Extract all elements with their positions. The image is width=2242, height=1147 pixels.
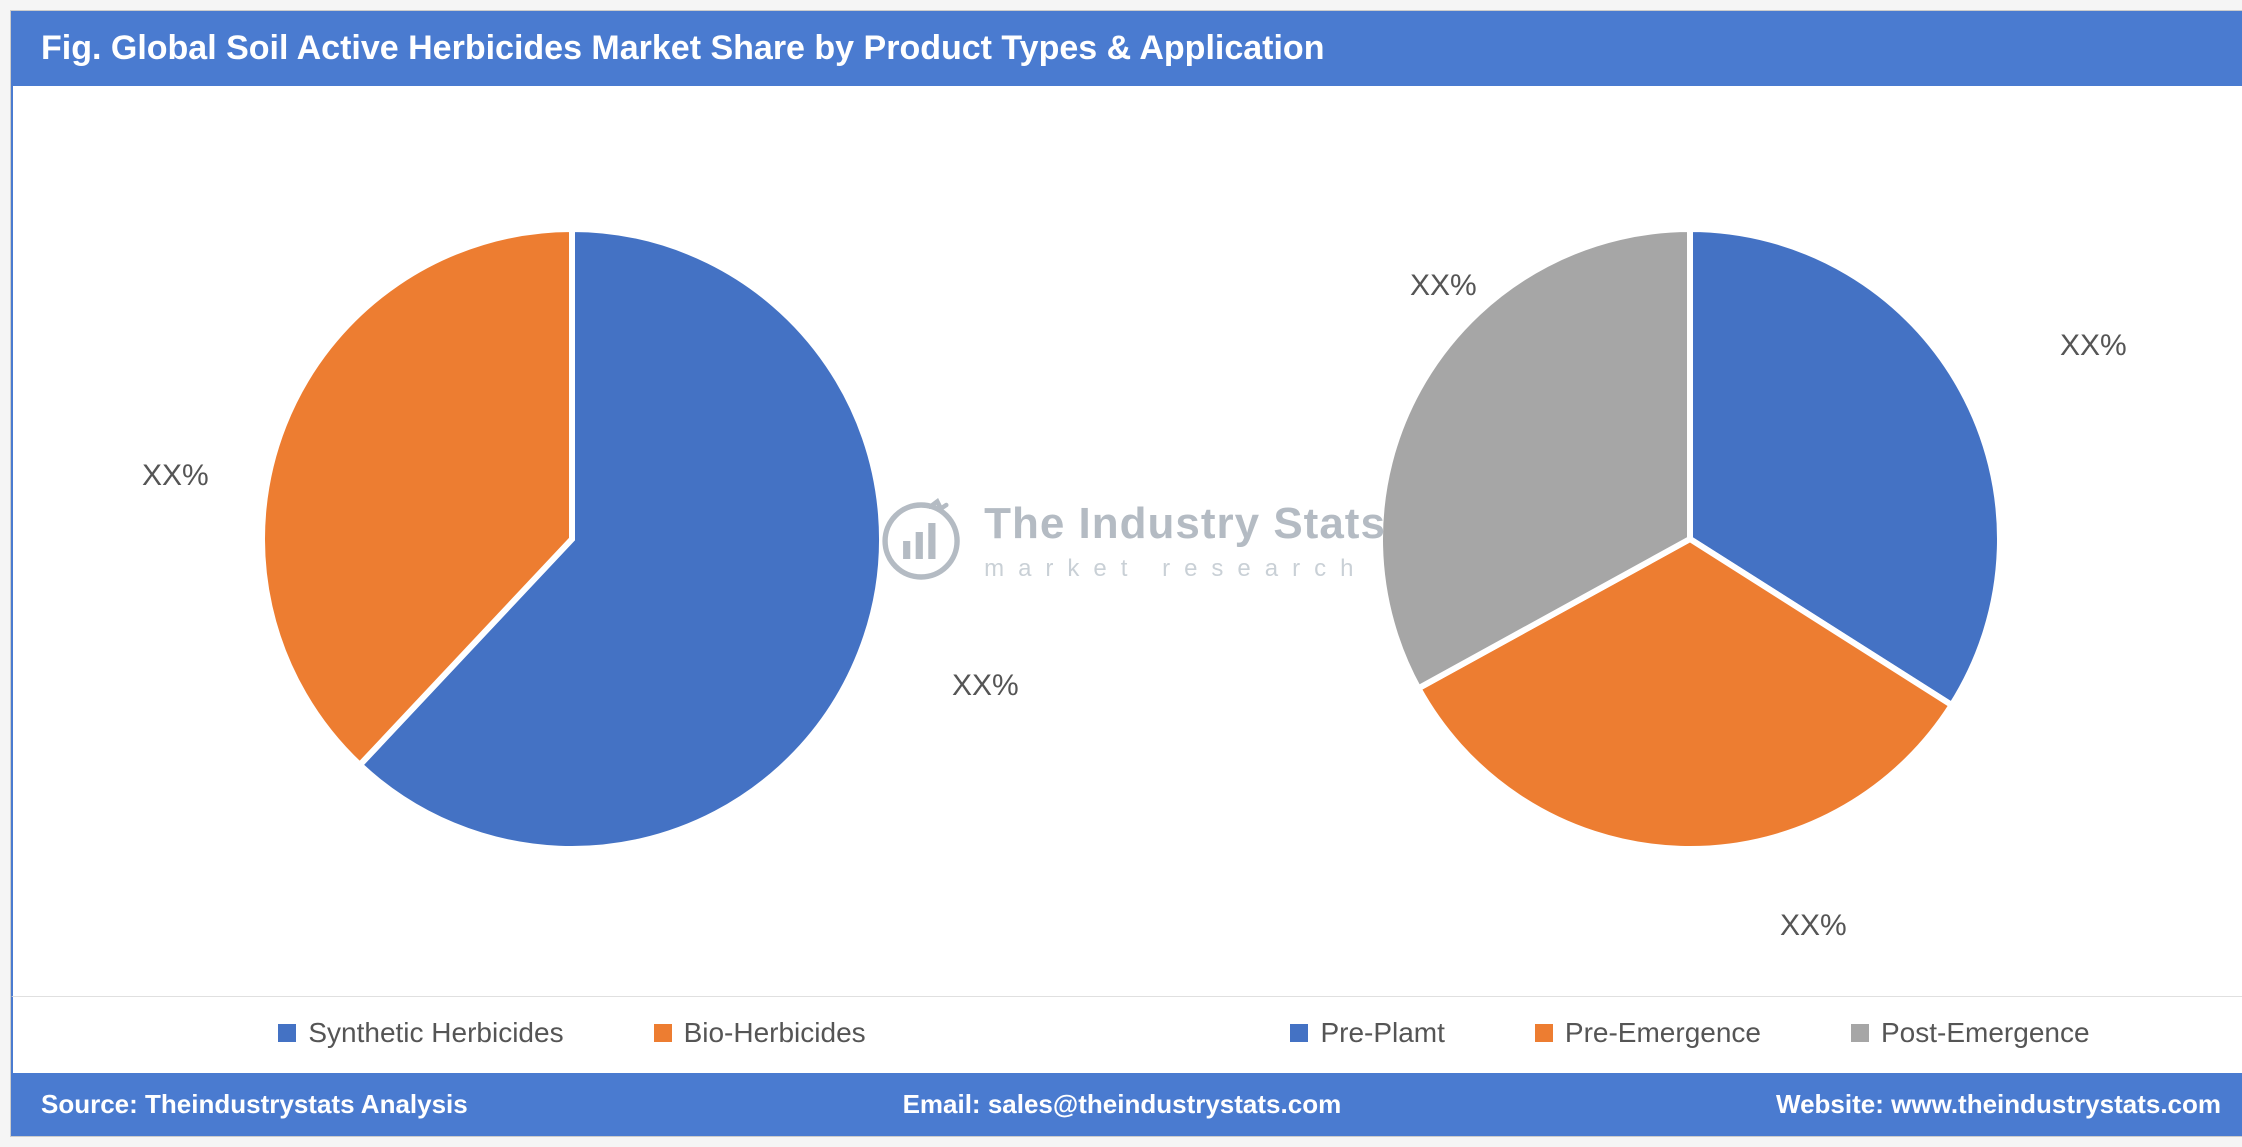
legend-item: Pre-Emergence xyxy=(1535,1017,1761,1049)
footer-email: Email: sales@theindustrystats.com xyxy=(903,1089,1342,1120)
footer-source-label: Source: xyxy=(41,1089,138,1119)
pie-right-wrapper: XX%XX%XX% xyxy=(1370,219,2010,864)
chart-panel-right: XX% XX% XX% xyxy=(1131,86,2242,996)
legend-swatch xyxy=(278,1024,296,1042)
legend-bar: Synthetic Herbicides Bio-Herbicides Pre-P… xyxy=(11,996,2242,1073)
figure-title: Fig. Global Soil Active Herbicides Marke… xyxy=(41,29,1324,67)
legend-item: Synthetic Herbicides xyxy=(278,1017,563,1049)
figure-title-bar: Fig. Global Soil Active Herbicides Marke… xyxy=(11,11,2242,86)
legend-label: Pre-Plamt xyxy=(1320,1017,1444,1049)
pie-slice-label: XX% xyxy=(142,459,209,493)
legend-item: Post-Emergence xyxy=(1851,1017,2090,1049)
pie-slice-label: XX% xyxy=(2060,329,2127,363)
chart-panel-left: XX% XX% xyxy=(13,86,1131,996)
legend-label: Bio-Herbicides xyxy=(684,1017,866,1049)
legend-item: Pre-Plamt xyxy=(1290,1017,1444,1049)
footer-website-label: Website: xyxy=(1776,1089,1884,1119)
figure-container: Fig. Global Soil Active Herbicides Marke… xyxy=(10,10,2242,1137)
footer-website: Website: www.theindustrystats.com xyxy=(1776,1089,2221,1120)
footer-email-label: Email: xyxy=(903,1089,981,1119)
footer-source: Source: Theindustrystats Analysis xyxy=(41,1089,468,1120)
legend-label: Post-Emergence xyxy=(1881,1017,2090,1049)
legend-item: Bio-Herbicides xyxy=(654,1017,866,1049)
legend-label: Synthetic Herbicides xyxy=(308,1017,563,1049)
pie-left-wrapper: XX%XX% xyxy=(252,219,892,864)
chart-area: XX%XX% XX%XX%XX% The Industry Stats mark… xyxy=(11,86,2242,996)
legend-swatch xyxy=(1851,1024,1869,1042)
pie-slice-label: XX% xyxy=(952,669,1019,703)
pie-slice-label: XX% xyxy=(1780,909,1847,943)
legend-group-left: Synthetic Herbicides Bio-Herbicides xyxy=(13,1017,1131,1049)
legend-label: Pre-Emergence xyxy=(1565,1017,1761,1049)
legend-swatch xyxy=(654,1024,672,1042)
footer-source-value: Theindustrystats Analysis xyxy=(145,1089,468,1119)
legend-swatch xyxy=(1535,1024,1553,1042)
footer-website-value: www.theindustrystats.com xyxy=(1891,1089,2221,1119)
pie-chart-left xyxy=(252,219,892,859)
pie-slice-label: XX% xyxy=(1410,269,1477,303)
pie-chart-right xyxy=(1370,219,2010,859)
legend-swatch xyxy=(1290,1024,1308,1042)
legend-group-right: Pre-Plamt Pre-Emergence Post-Emergence xyxy=(1131,1017,2242,1049)
footer-email-value: sales@theindustrystats.com xyxy=(988,1089,1341,1119)
